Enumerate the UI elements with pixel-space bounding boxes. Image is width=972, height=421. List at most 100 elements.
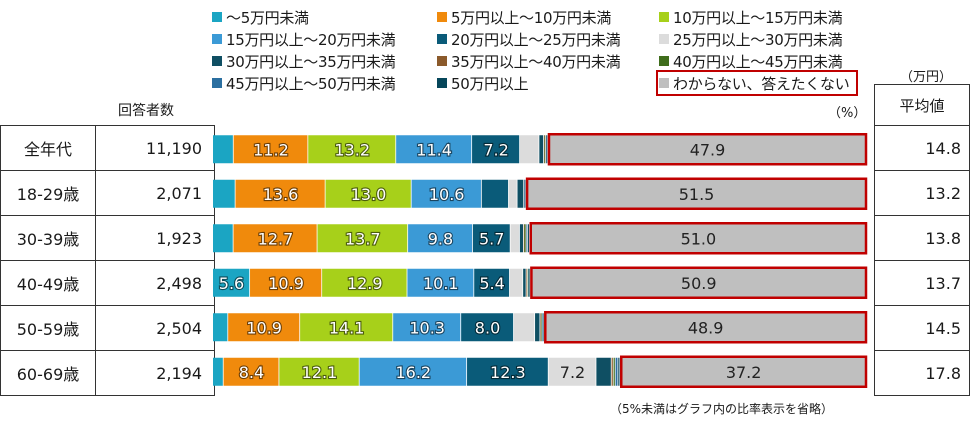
bar-segment <box>529 224 867 253</box>
bar-segment <box>547 135 867 164</box>
bar-segment <box>233 135 308 164</box>
bar-segment <box>523 268 526 297</box>
bar-segment <box>467 357 548 386</box>
bar-segment <box>213 224 233 253</box>
bar-segment <box>279 357 359 386</box>
legend-item: 30万円以上～35万円未満 <box>212 51 396 71</box>
table-row: 60-69歳 2,194 <box>0 350 215 396</box>
bar-segment <box>325 179 411 208</box>
bar-segment <box>539 135 544 164</box>
bar-segment <box>545 135 547 164</box>
highlight-outline <box>529 222 868 255</box>
data-label: 7.2 <box>483 140 508 159</box>
bar-segment <box>359 357 467 386</box>
table-row: 30-39歳 1,923 <box>0 215 215 261</box>
bar-segment <box>523 224 525 253</box>
data-label: 37.2 <box>726 363 762 382</box>
bar-segment <box>509 268 523 297</box>
bar-segment <box>474 268 510 297</box>
data-label: 8.4 <box>239 363 264 382</box>
data-label: 7.2 <box>560 363 585 382</box>
age-group-label: 全年代 <box>0 125 96 171</box>
respondent-count-table: 全年代 11,190 18-29歳 2,071 30-39歳 1,923 40-… <box>0 125 215 396</box>
bar-segment <box>308 135 396 164</box>
bar-segment <box>618 357 620 386</box>
bar-segment <box>526 179 867 208</box>
data-label: 12.7 <box>258 229 294 248</box>
chart-legend: ～5万円未満 5万円以上～10万円未満 10万円以上～15万円未満 15万円以上～20… <box>212 7 872 96</box>
data-label: 5.4 <box>479 274 504 293</box>
bar-segment <box>408 224 473 253</box>
legend-label: 20万円以上～25万円未満 <box>451 30 621 49</box>
legend-item: 35万円以上～40万円未満 <box>437 51 621 71</box>
average-header-cell: 平均値 <box>874 84 970 125</box>
bar-segment <box>544 135 546 164</box>
percent-unit-label: （%） <box>828 106 867 121</box>
data-label: 10.1 <box>423 274 459 293</box>
respondent-count: 2,194 <box>95 350 215 396</box>
legend-label: 30万円以上～35万円未満 <box>226 52 396 71</box>
bar-segment <box>519 224 523 253</box>
bar-segment <box>393 313 461 342</box>
bar-segment <box>544 313 867 342</box>
highlight-outline <box>544 311 868 344</box>
bar-segment <box>396 135 472 164</box>
data-label: 11.2 <box>253 140 289 159</box>
bar-segment <box>611 357 613 386</box>
highlight-outline <box>620 355 868 388</box>
legend-label: 45万円以上～50万円未満 <box>226 74 396 93</box>
legend-item: 45万円以上～50万円未満 <box>212 73 396 93</box>
bar-segment <box>524 179 526 208</box>
bar-segment <box>510 224 520 253</box>
data-label: 12.3 <box>490 363 526 382</box>
bar-segment <box>615 357 618 386</box>
data-label: 51.5 <box>679 185 715 204</box>
legend-label: 15万円以上～20万円未満 <box>226 30 396 49</box>
data-label: 12.1 <box>302 363 338 382</box>
bar-segment <box>213 268 250 297</box>
legend-label: 25万円以上～30万円未満 <box>673 30 843 49</box>
data-label: 10.9 <box>268 274 304 293</box>
data-label: 10.3 <box>409 318 445 337</box>
bar-segment <box>228 313 300 342</box>
bar-segment <box>322 268 407 297</box>
average-value: 14.5 <box>874 305 970 351</box>
legend-item: 10万円以上～15万円未満 <box>659 7 843 27</box>
data-label: 13.2 <box>334 140 370 159</box>
table-row: 17.8 <box>874 350 970 396</box>
bar-segment <box>524 224 526 253</box>
legend-swatch <box>212 78 222 88</box>
legend-swatch <box>659 12 669 22</box>
bar-segment <box>213 135 233 164</box>
bar-segment <box>513 313 535 342</box>
table-row: 13.8 <box>874 215 970 261</box>
age-group-label: 18-29歳 <box>0 170 96 216</box>
data-label: 13.7 <box>345 229 381 248</box>
bar-segment <box>596 357 611 386</box>
legend-swatch <box>437 34 447 44</box>
yen-unit-label: （万円） <box>900 70 953 85</box>
data-label: 14.1 <box>329 318 365 337</box>
data-label: 16.2 <box>395 363 431 382</box>
legend-swatch <box>212 12 222 22</box>
bar-segment <box>529 268 530 297</box>
bar-segment <box>548 357 596 386</box>
legend-label: 50万円以上 <box>451 74 529 93</box>
legend-item: わからない、答えたくない <box>655 70 859 96</box>
bar-segment <box>542 313 544 342</box>
data-label: 47.9 <box>690 140 726 159</box>
data-label: 8.0 <box>475 318 500 337</box>
data-label: 5.6 <box>219 274 244 293</box>
legend-swatch <box>212 34 222 44</box>
bar-segment <box>508 179 517 208</box>
bar-segment <box>542 313 543 342</box>
data-label: 51.0 <box>681 229 717 248</box>
bar-segment <box>544 135 545 164</box>
highlight-outline <box>547 133 868 166</box>
bar-segment <box>213 179 235 208</box>
bar-segment <box>300 313 393 342</box>
respondents-header: 回答者数 <box>118 103 174 119</box>
data-label: 10.6 <box>429 185 465 204</box>
highlight-outline <box>530 266 868 299</box>
